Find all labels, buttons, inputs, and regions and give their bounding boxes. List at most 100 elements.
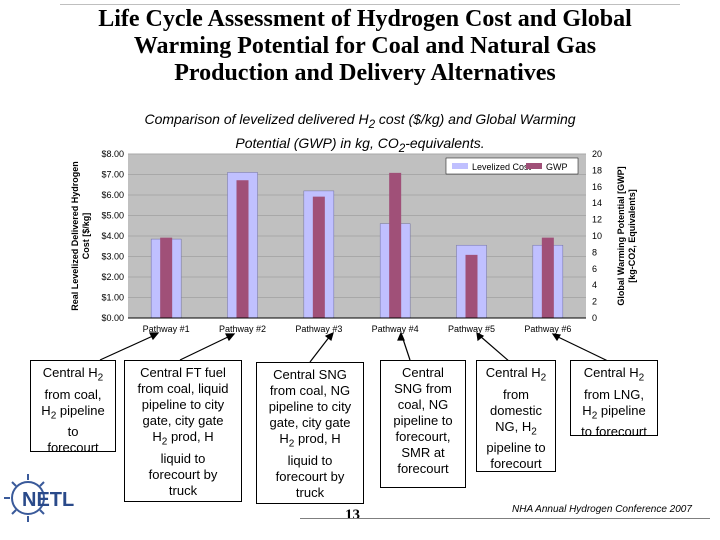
right-tick-label: 0 bbox=[592, 313, 597, 323]
left-tick-label: $6.00 bbox=[101, 190, 124, 200]
description-text: Central FT fuel bbox=[140, 365, 226, 380]
description-text: from bbox=[503, 386, 529, 402]
description-text: H bbox=[582, 402, 592, 418]
right-axis-title-line-2: [kg-CO2, Equivalents] bbox=[627, 189, 637, 283]
description-line: NG, H2 bbox=[479, 419, 553, 441]
description-line: from LNG, bbox=[573, 387, 655, 403]
bar-gwp bbox=[541, 237, 554, 318]
bar-gwp bbox=[389, 172, 402, 318]
description-line: Central H2 bbox=[33, 365, 113, 387]
subtitle-line-2-b: -equivalents. bbox=[405, 134, 485, 151]
footer-text: NHA Annual Hydrogen Conference 2007 bbox=[512, 504, 692, 515]
description-line: H2 prod, H bbox=[127, 429, 239, 451]
right-tick-label: 4 bbox=[592, 280, 597, 290]
description-line: pipeline to bbox=[479, 440, 553, 456]
description-text: coal, NG bbox=[397, 397, 449, 412]
title-line-2: Warming Potential for Coal and Natural G… bbox=[133, 33, 597, 59]
title-rule bbox=[60, 4, 680, 5]
category-label: Pathway #1 bbox=[143, 324, 190, 334]
description-line: gate, city gate bbox=[259, 415, 361, 431]
right-tick-label: 12 bbox=[592, 215, 602, 225]
description-text: forecourt bbox=[490, 456, 542, 472]
description-text: from coal, NG bbox=[269, 383, 351, 398]
description-line: H2 pipeline bbox=[573, 403, 655, 425]
description-line: H2 prod, H bbox=[259, 431, 361, 453]
description-line: liquid to bbox=[259, 453, 361, 469]
description-text: from LNG, bbox=[584, 386, 644, 402]
description-text: to forecourt bbox=[581, 424, 647, 440]
description-line: Central bbox=[383, 365, 463, 381]
description-line: liquid to bbox=[127, 451, 239, 467]
description-text: pipeline to city bbox=[141, 397, 225, 412]
description-text: liquid to bbox=[287, 452, 333, 468]
description-text: from coal, bbox=[44, 386, 102, 402]
category-label: Pathway #3 bbox=[295, 324, 342, 334]
left-tick-label: $8.00 bbox=[101, 149, 124, 159]
right-tick-label: 18 bbox=[592, 165, 602, 175]
left-tick-label: $3.00 bbox=[101, 252, 124, 262]
description-box-2: Central FT fuel from coal, liquid pipeline… bbox=[124, 360, 242, 502]
description-line: forecourt by bbox=[127, 467, 239, 483]
left-tick-label: $7.00 bbox=[101, 170, 124, 180]
description-box-1: Central H2 from coal, H2 pipeline to forecou… bbox=[30, 360, 116, 455]
description-text: NG, H bbox=[495, 418, 532, 434]
legend-swatch bbox=[526, 163, 542, 169]
description-text: pipeline bbox=[597, 402, 646, 418]
description-line: coal, NG bbox=[383, 397, 463, 413]
subtitle-line-1-sub: 2 bbox=[368, 117, 376, 131]
subtitle-line-2-sub: 2 bbox=[398, 141, 406, 155]
left-tick-label: $4.00 bbox=[101, 231, 124, 241]
bar-chart: $0.00 $1.00 $2.00 $3.00 $4.00 $5.00 $6.00 $7.00… bbox=[70, 149, 637, 334]
description-subscript: 2 bbox=[288, 438, 295, 450]
right-tick-label: 6 bbox=[592, 264, 597, 274]
description-text: gate, city gate bbox=[269, 415, 351, 430]
legend-box bbox=[445, 157, 579, 175]
description-line: Central H2 bbox=[479, 365, 553, 387]
description-line: forecourt, bbox=[383, 429, 463, 445]
bar-gwp bbox=[312, 196, 325, 318]
description-text: SMR at bbox=[401, 445, 445, 460]
description-text: prod, H bbox=[294, 431, 341, 446]
category-label: Pathway #2 bbox=[219, 324, 266, 334]
description-text: pipeline to bbox=[486, 440, 546, 456]
page-number: 13 bbox=[345, 507, 360, 523]
description-text: Central SNG bbox=[273, 367, 347, 382]
description-line: truck bbox=[127, 483, 239, 499]
description-text: pipeline to city bbox=[268, 399, 352, 414]
left-tick-label: $2.00 bbox=[101, 272, 124, 282]
category-label: Pathway #6 bbox=[524, 324, 571, 334]
left-tick-label: $5.00 bbox=[101, 211, 124, 221]
description-text: pipeline to bbox=[393, 413, 453, 428]
description-text: from coal, liquid bbox=[137, 381, 229, 396]
category-label: Pathway #4 bbox=[372, 324, 419, 334]
description-text: gate, city gate bbox=[142, 413, 224, 428]
left-axis-title-line-2: Cost [$/kg] bbox=[81, 213, 91, 260]
description-text: Central H bbox=[42, 365, 98, 380]
bar-gwp bbox=[236, 180, 249, 318]
description-line: forecourt bbox=[479, 456, 553, 472]
description-line: to forecourt bbox=[573, 424, 655, 440]
description-line: pipeline to bbox=[383, 413, 463, 429]
description-text: SNG from bbox=[394, 381, 452, 396]
logo-text: NETL bbox=[22, 489, 74, 511]
description-box-6: Central H2 from LNG, H2 pipeline to forecou… bbox=[570, 360, 658, 439]
legend-label: GWP bbox=[546, 162, 568, 172]
description-text: to bbox=[67, 424, 79, 440]
description-subscript: 2 bbox=[540, 372, 547, 384]
bar-gwp bbox=[160, 237, 173, 318]
subtitle-line-1-b: cost ($/kg) and Global Warming bbox=[375, 111, 576, 127]
description-line: to bbox=[33, 424, 113, 440]
description-line: forecourt bbox=[33, 440, 113, 456]
description-line: SNG from bbox=[383, 381, 463, 397]
description-text: forecourt by bbox=[275, 468, 345, 484]
description-line: from coal, NG bbox=[259, 383, 361, 399]
slide-title: Life Cycle Assessment of Hydrogen Cost a… bbox=[40, 6, 690, 87]
description-line: Central FT fuel bbox=[127, 365, 239, 381]
description-text: domestic bbox=[489, 402, 543, 418]
description-line: Central SNG bbox=[259, 367, 361, 383]
description-line: domestic bbox=[479, 403, 553, 419]
description-line: truck bbox=[259, 485, 361, 501]
description-line: H2 pipeline bbox=[33, 403, 113, 425]
right-tick-label: 10 bbox=[592, 231, 602, 241]
right-axis-title-line-1: Global Warming Potential [GWP] bbox=[616, 166, 626, 305]
